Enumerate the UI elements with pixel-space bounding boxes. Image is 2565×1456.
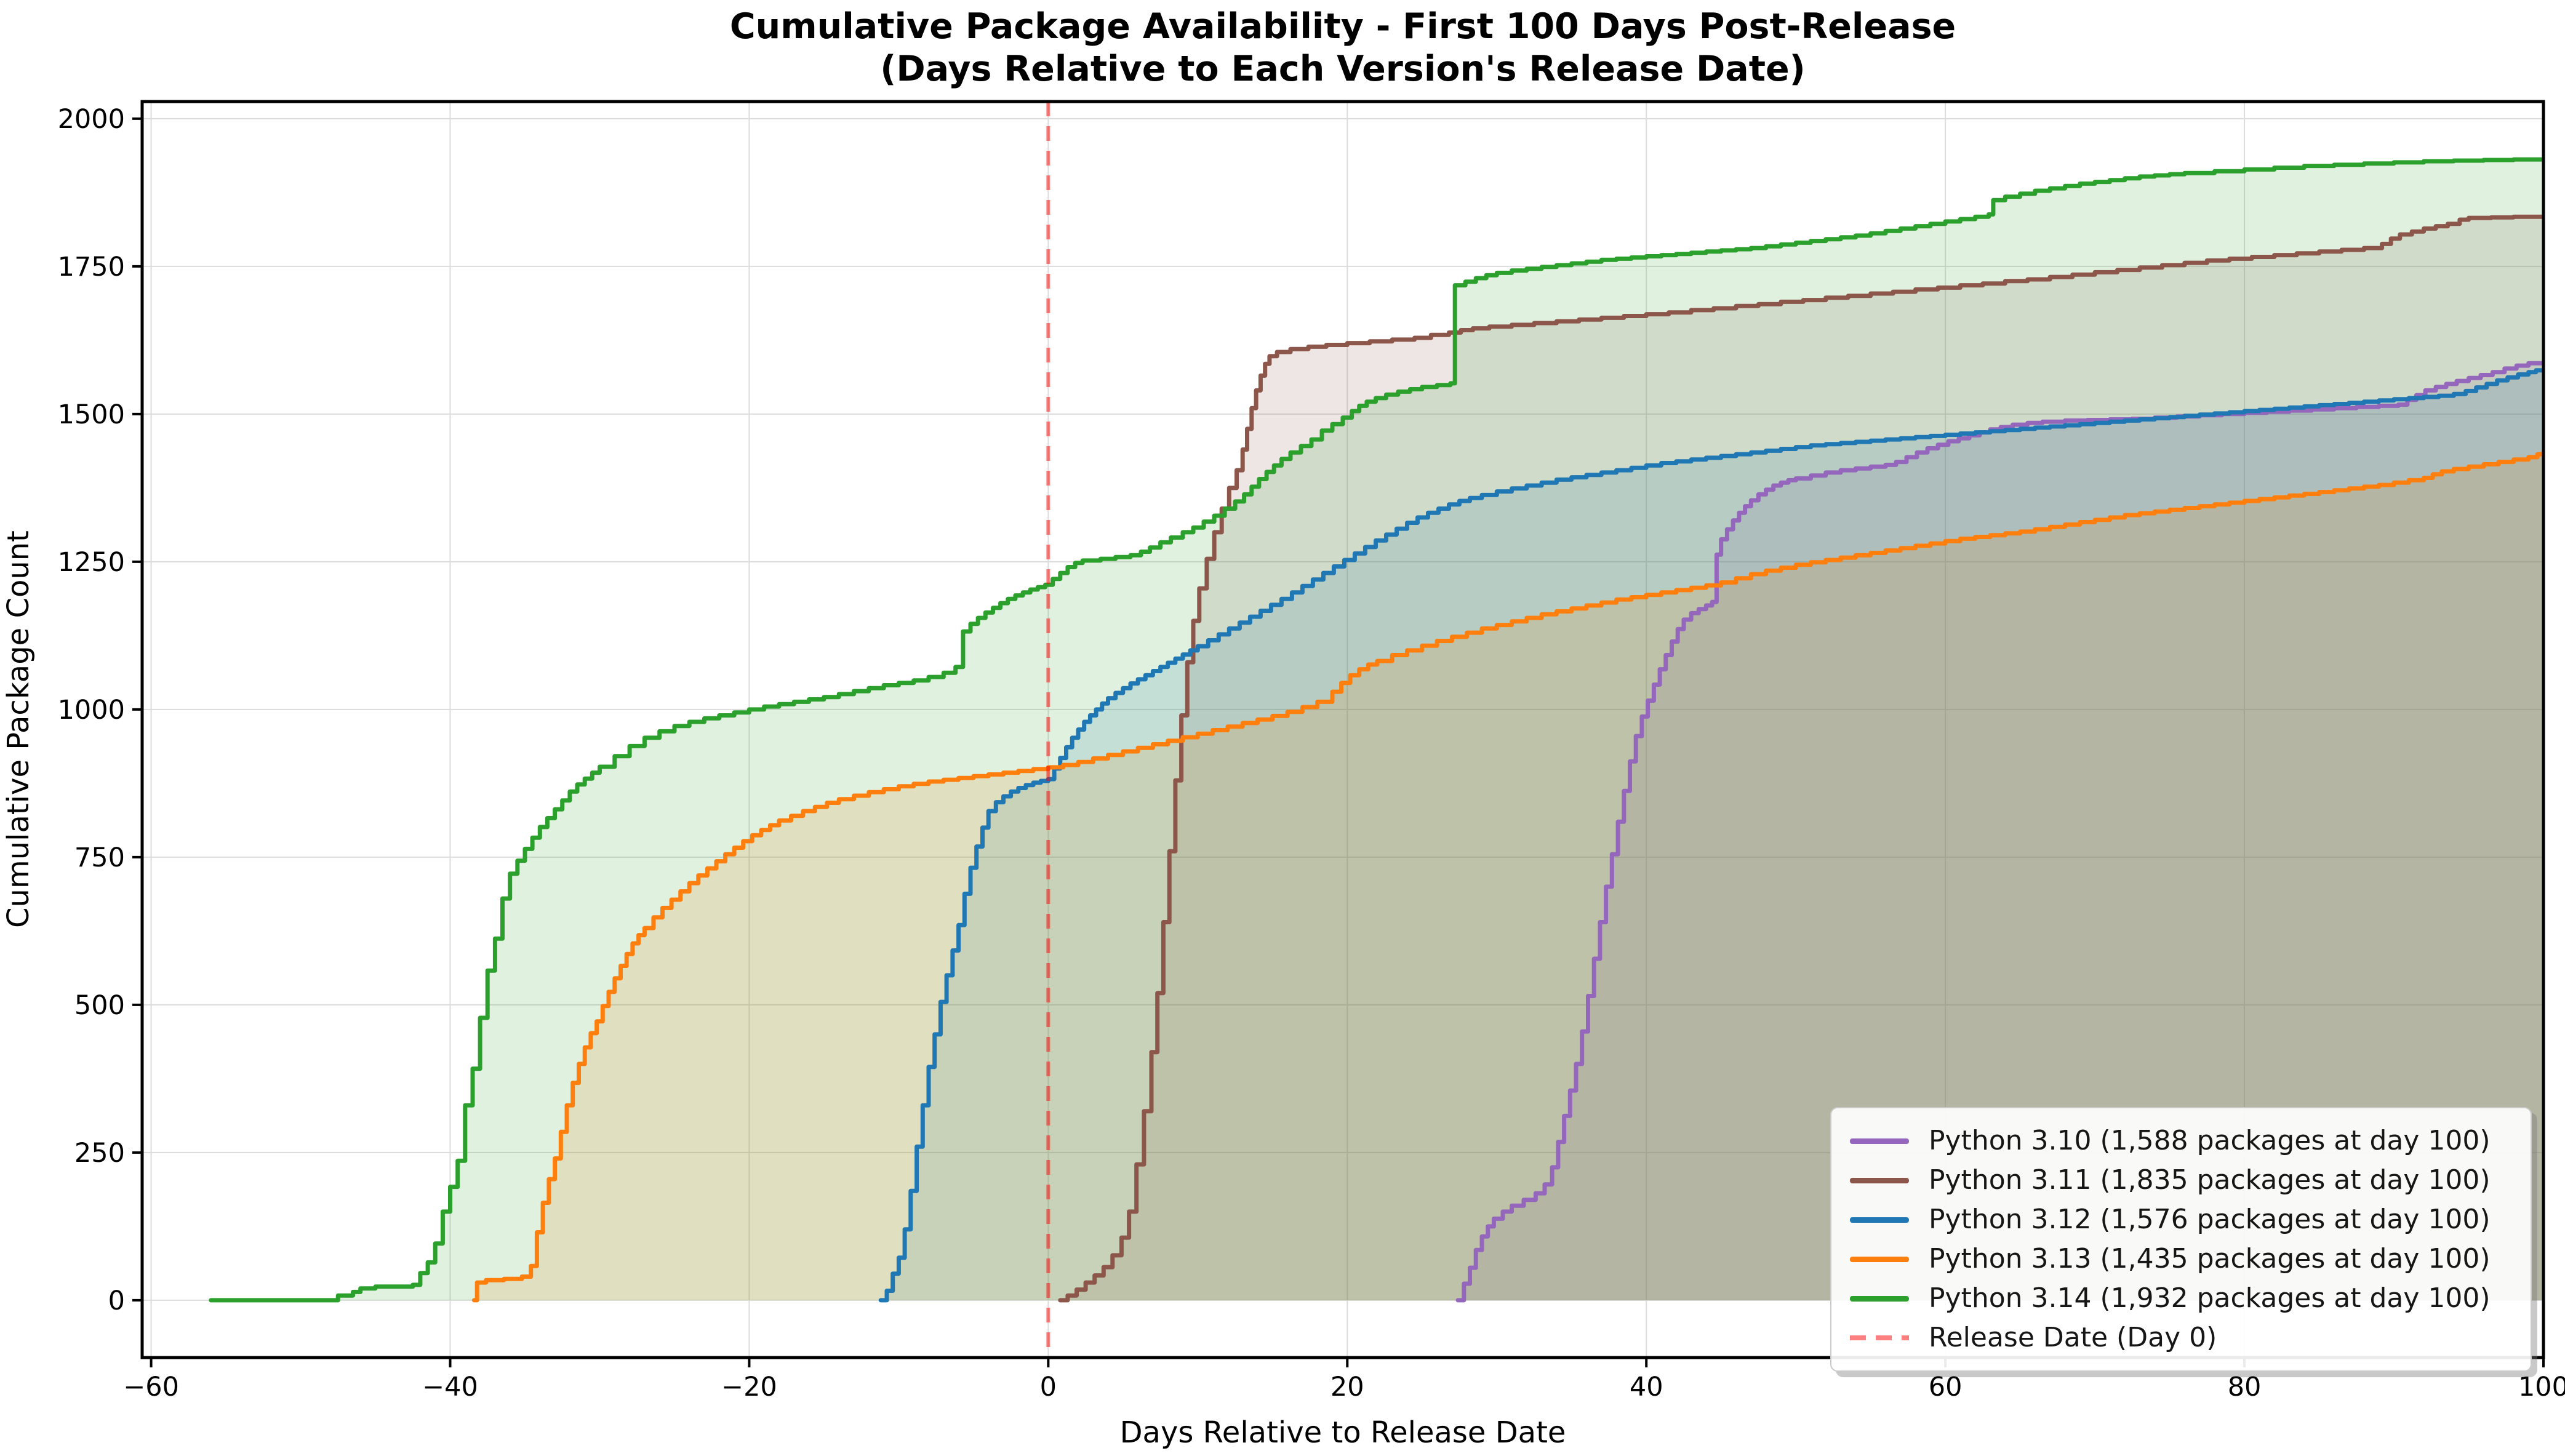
legend-item: Python 3.12 (1,576 packages at day 100)	[1850, 1200, 2512, 1239]
y-tick-label: 1000	[58, 695, 125, 726]
x-tick-label: 0	[1040, 1372, 1057, 1402]
x-tick-label: 80	[2228, 1372, 2262, 1402]
x-tick-label: −60	[123, 1372, 179, 1402]
y-tick-label: 500	[74, 990, 125, 1021]
chart-title: Cumulative Package Availability - First …	[730, 6, 1956, 47]
axes-frame	[140, 100, 2545, 1359]
legend-item-label: Python 3.13 (1,435 packages at day 100)	[1929, 1243, 2491, 1274]
line-python-3-10	[1455, 359, 2543, 1303]
legend-item: Python 3.11 (1,835 packages at day 100)	[1850, 1161, 2512, 1200]
x-tick-label: 100	[2518, 1372, 2565, 1402]
y-tick-label: 0	[108, 1286, 125, 1316]
y-tick-label: 250	[74, 1138, 125, 1169]
legend-item-label: Python 3.11 (1,835 packages at day 100)	[1929, 1164, 2491, 1196]
legend-line-swatch	[1850, 1217, 1909, 1223]
line-python-3-14	[209, 156, 2543, 1303]
legend: Python 3.10 (1,588 packages at day 100) P…	[1830, 1107, 2532, 1372]
area-python-3-14	[210, 159, 2543, 1300]
series-lines	[209, 156, 2543, 1303]
legend-item: Python 3.10 (1,588 packages at day 100)	[1850, 1121, 2512, 1161]
area-python-3-12	[881, 369, 2543, 1300]
chart-subtitle: (Days Relative to Each Version's Release…	[880, 49, 1805, 89]
y-tick-label: 2000	[58, 104, 125, 135]
y-tick-label: 1250	[58, 547, 125, 578]
line-python-3-12	[878, 367, 2543, 1303]
area-python-3-10	[1458, 362, 2543, 1300]
legend-dashed-line-swatch	[1850, 1335, 1909, 1340]
y-tick-label: 750	[74, 842, 125, 873]
legend-item-label: Python 3.12 (1,576 packages at day 100)	[1929, 1204, 2491, 1235]
y-tick-label: 1750	[58, 252, 125, 282]
x-axis-label: Days Relative to Release Date	[1120, 1415, 1566, 1450]
y-axis-label: Cumulative Package Count	[1, 530, 36, 928]
legend-item-label: Release Date (Day 0)	[1929, 1322, 2217, 1353]
y-tick-label: 1500	[58, 399, 125, 430]
x-tick-label: 40	[1630, 1372, 1663, 1402]
x-tick-label: 20	[1331, 1372, 1364, 1402]
legend-line-swatch	[1850, 1295, 1909, 1302]
series-fills	[210, 159, 2543, 1300]
legend-line-swatch	[1850, 1138, 1909, 1144]
x-tick-label: −20	[721, 1372, 777, 1402]
legend-item: Python 3.13 (1,435 packages at day 100)	[1850, 1239, 2512, 1279]
x-tick-label: 60	[1929, 1372, 1963, 1402]
legend-item-label: Python 3.14 (1,932 packages at day 100)	[1929, 1282, 2491, 1314]
legend-line-swatch	[1850, 1256, 1909, 1262]
legend-item-label: Python 3.10 (1,588 packages at day 100)	[1929, 1125, 2491, 1156]
legend-item: Python 3.14 (1,932 packages at day 100)	[1850, 1279, 2512, 1318]
line-python-3-13	[471, 450, 2543, 1303]
area-python-3-13	[474, 452, 2543, 1300]
area-python-3-11	[1060, 216, 2543, 1300]
legend-item: Release Date (Day 0)	[1850, 1318, 2512, 1358]
x-tick-label: −40	[422, 1372, 478, 1402]
legend-line-swatch	[1850, 1177, 1909, 1183]
plot-border	[140, 100, 2545, 1359]
tick-marks-and-labels: −60 −40 −20 0 20 40 60 80 1000250500750100012501…	[58, 104, 2565, 1402]
